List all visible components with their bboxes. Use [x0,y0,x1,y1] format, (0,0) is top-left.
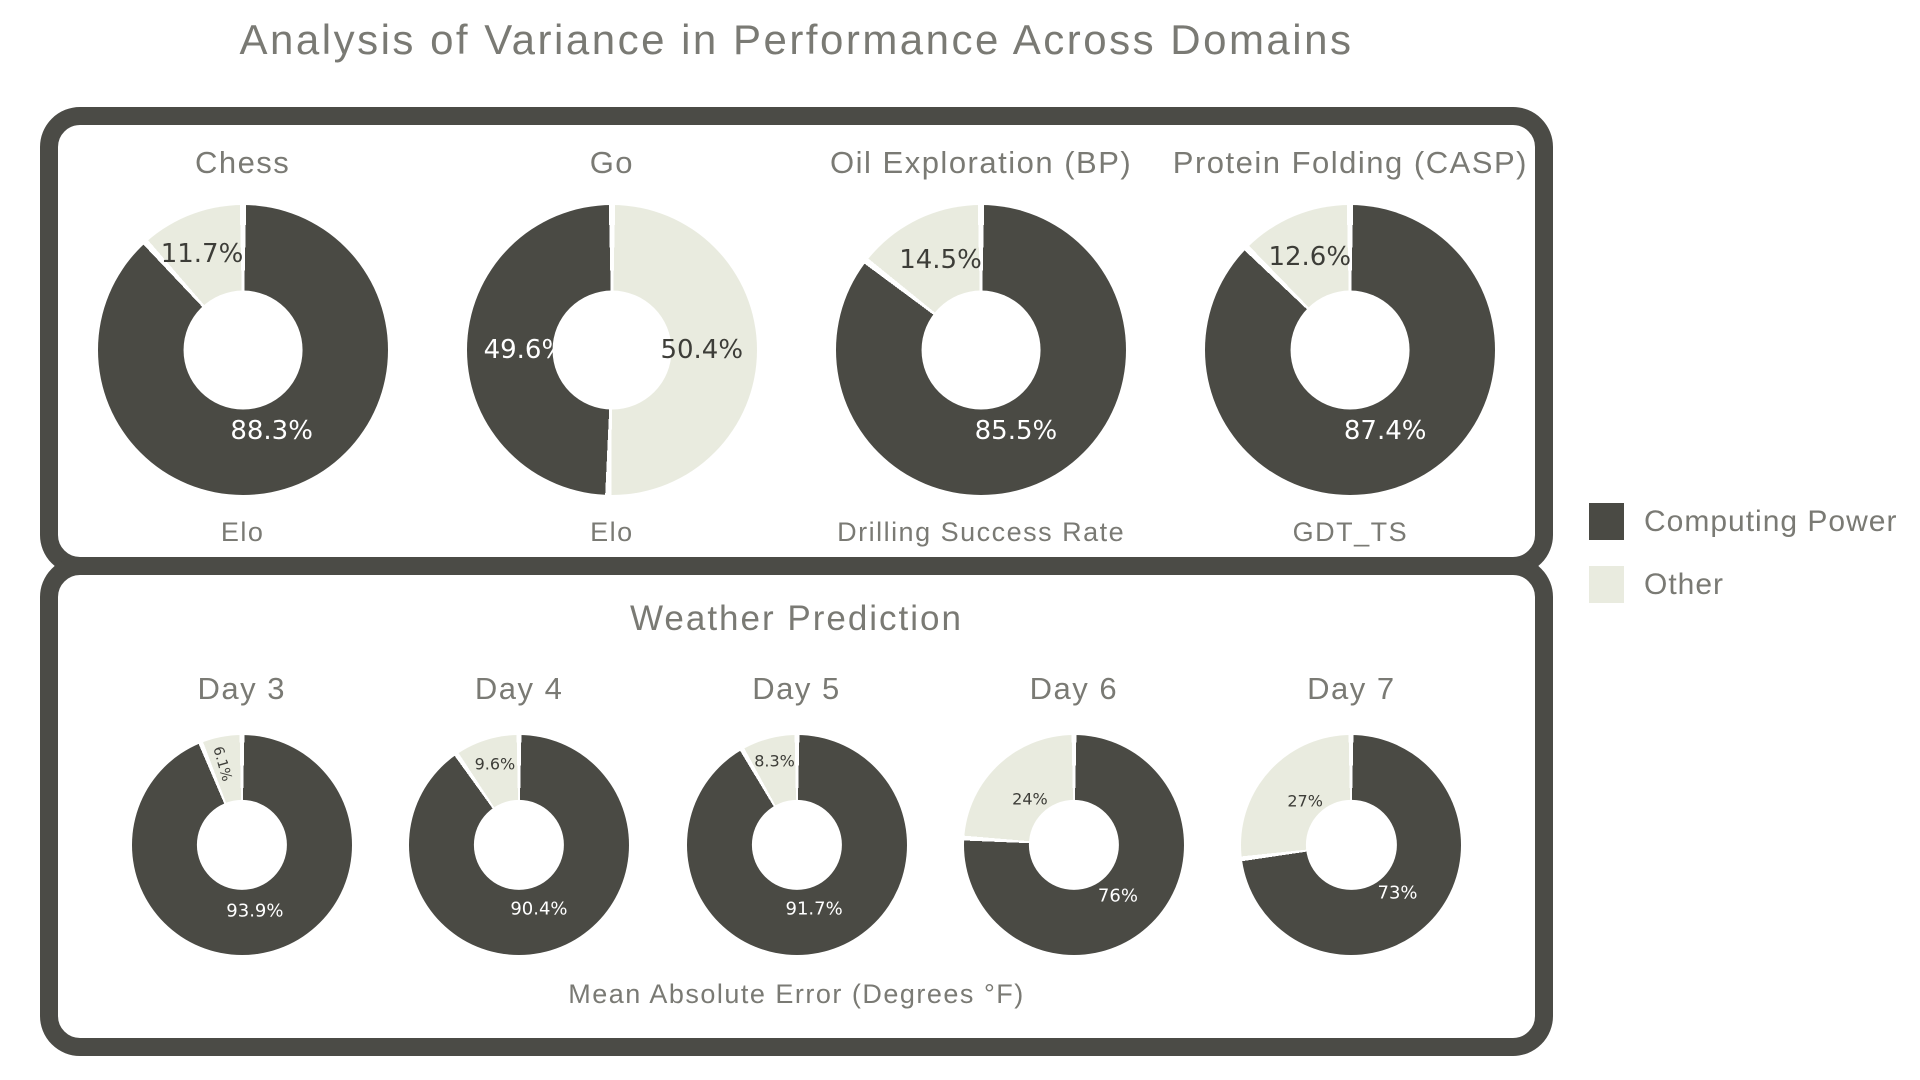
day3-donut: 6.1% 93.9% [131,735,352,955]
weather-panel-title: Weather Prediction [629,599,963,638]
protein-other-label: 12.6% [1268,242,1352,273]
computing-power-swatch [1589,503,1624,540]
day4-donut: 9.6% 90.4% [409,735,630,955]
day3-column: Day 3 6.1% 93.9% [103,669,380,955]
other-swatch [1589,566,1624,603]
day7-donut: 27% 73% [1241,735,1462,955]
oil-column: Oil Exploration (BP) 14.5% 85.5% Drillin… [797,143,1166,548]
day6-title: Day 6 [1029,671,1119,706]
protein-donut: 12.6% 87.4% [1205,205,1496,495]
figure-title: Analysis of Variance in Performance Acro… [239,16,1354,63]
day4-computing-label: 90.4% [510,898,568,920]
day6-computing-label: 76% [1097,885,1138,907]
day7-column: Day 7 27% 73% [1213,669,1490,955]
legend-label-computing-power: Computing Power [1644,504,1898,538]
top-panel: Chess 11.7% 88.3% Elo Go 49.6% 50.4% Elo… [40,107,1553,575]
go-title: Go [589,145,635,180]
oil-donut: 14.5% 85.5% [836,205,1127,495]
go-other-label: 50.4% [660,335,744,365]
legend-item-other: Other [1589,566,1897,603]
protein-title: Protein Folding (CASP) [1172,145,1528,180]
day4-other-label: 9.6% [474,754,516,774]
weather-row: Day 3 6.1% 93.9% Day 4 9.6% 90.4% Day 5 … [58,669,1535,955]
go-column: Go 49.6% 50.4% Elo [427,143,796,548]
protein-metric: GDT_TS [1292,517,1409,547]
day3-other-label: 6.1% [209,744,235,783]
weather-footer-label: Mean Absolute Error (Degrees °F) [568,979,1025,1009]
day3-computing-label: 93.9% [226,900,284,922]
protein-computing-label: 87.4% [1343,416,1427,447]
legend: Computing Power Other [1589,503,1897,629]
day3-title: Day 3 [197,671,286,706]
day7-other-label: 27% [1287,791,1323,811]
day4-column: Day 4 9.6% 90.4% [380,669,657,955]
oil-computing-label: 85.5% [974,416,1058,447]
chess-computing-label: 88.3% [230,416,313,447]
day5-computing-label: 91.7% [785,898,843,920]
day5-title: Day 5 [752,671,841,706]
go-donut: 49.6% 50.4% [466,205,757,495]
oil-other-label: 14.5% [899,245,982,276]
day5-donut: 8.3% 91.7% [686,735,907,955]
chess-donut: 11.7% 88.3% [97,205,388,495]
protein-column: Protein Folding (CASP) 12.6% 87.4% GDT_T… [1166,143,1535,548]
day7-computing-label: 73% [1377,882,1418,904]
chess-other-label: 11.7% [160,239,244,270]
day4-title: Day 4 [474,671,564,706]
oil-metric: Drilling Success Rate [837,517,1126,547]
go-metric: Elo [590,517,634,547]
day6-other-label: 24% [1012,789,1048,809]
day5-other-label: 8.3% [754,751,795,771]
chess-column: Chess 11.7% 88.3% Elo [58,143,427,548]
legend-item-computing-power: Computing Power [1589,503,1897,540]
legend-label-other: Other [1644,567,1725,601]
day6-donut: 24% 76% [963,735,1184,955]
day7-title: Day 7 [1307,671,1396,706]
go-computing-label: 49.6% [483,335,567,365]
chess-title: Chess [194,145,291,180]
day6-column: Day 6 24% 76% [935,669,1212,955]
day5-column: Day 5 8.3% 91.7% [658,669,935,955]
weather-panel: Weather Prediction Day 3 6.1% 93.9% Day … [40,557,1553,1056]
oil-title: Oil Exploration (BP) [830,145,1133,180]
chess-metric: Elo [220,517,265,547]
